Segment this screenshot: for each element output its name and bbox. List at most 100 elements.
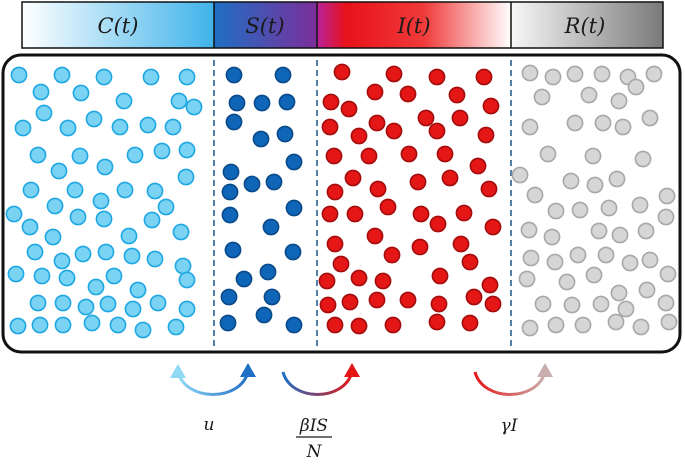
individual-r [637, 222, 655, 240]
individual-i [469, 157, 487, 175]
individual-c [126, 146, 144, 164]
individual-s [243, 175, 261, 193]
individual-s [259, 263, 277, 281]
individual-i [412, 205, 430, 223]
individual-i [475, 68, 493, 86]
individual-i [383, 246, 401, 264]
individual-r [641, 251, 659, 269]
individual-c [167, 318, 185, 336]
individual-i [350, 317, 368, 335]
individual-c [14, 119, 32, 137]
individual-i [430, 295, 448, 313]
individual-r [521, 319, 539, 337]
individual-r [518, 270, 536, 288]
transition-label-gamma: γI [501, 416, 518, 436]
individual-s [235, 270, 253, 288]
individual-s [284, 243, 302, 261]
individual-i [436, 145, 454, 163]
individual-i [350, 269, 368, 287]
individual-i [366, 83, 384, 101]
individual-c [99, 295, 117, 313]
individual-c [85, 110, 103, 128]
individual-r [621, 254, 639, 272]
individual-r [632, 318, 650, 336]
individual-r [569, 246, 587, 264]
individual-c [29, 146, 47, 164]
individual-s [220, 288, 238, 306]
individual-i [484, 295, 502, 313]
individual-i [379, 198, 397, 216]
individual-r [594, 114, 612, 132]
individual-c [95, 68, 113, 86]
individual-c [96, 158, 114, 176]
individual-s [265, 173, 283, 191]
individual-i [482, 97, 500, 115]
individual-c [9, 317, 27, 335]
individual-c [54, 316, 72, 334]
individual-r [586, 176, 604, 194]
individual-i [417, 109, 435, 127]
individual-c [53, 252, 71, 270]
individual-s [253, 94, 271, 112]
individual-s [225, 113, 243, 131]
transition-arrow-s-to-i [281, 363, 360, 396]
individual-c [59, 119, 77, 137]
individual-i [409, 173, 427, 191]
individual-c [157, 198, 175, 216]
individual-r [607, 313, 625, 331]
individual-r [544, 68, 562, 86]
header-r-band [511, 2, 663, 48]
individual-r [600, 199, 618, 217]
individual-c [134, 321, 152, 339]
individual-r [659, 265, 677, 283]
individual-c [69, 208, 87, 226]
individual-i [344, 169, 362, 187]
individual-r [593, 65, 611, 83]
individual-i [400, 145, 418, 163]
individual-i [341, 293, 359, 311]
individual-s [263, 288, 281, 306]
individual-c [92, 192, 110, 210]
individual-c [111, 118, 129, 136]
individual-c [139, 116, 157, 134]
individual-r [597, 246, 615, 264]
individual-r [610, 284, 628, 302]
individual-c [74, 245, 92, 263]
individual-i [350, 127, 368, 145]
individual-i [448, 86, 466, 104]
individual-r [631, 196, 649, 214]
compartment-c-dots [5, 66, 203, 339]
individual-s [221, 206, 239, 224]
individual-i [465, 288, 483, 306]
individual-c [178, 271, 196, 289]
individual-c [32, 83, 50, 101]
individual-i [455, 204, 473, 222]
individual-c [50, 162, 68, 180]
individual-i [360, 147, 378, 165]
individual-c [66, 181, 84, 199]
individual-c [124, 300, 142, 318]
individual-r [547, 316, 565, 334]
individual-i [369, 180, 387, 198]
individual-r [566, 65, 584, 83]
individual-c [115, 92, 133, 110]
individual-c [105, 267, 123, 285]
individual-r [520, 221, 538, 239]
individual-s [276, 125, 294, 143]
individual-s [255, 306, 273, 324]
compartment-s-dots [219, 66, 303, 334]
individual-r [511, 166, 529, 184]
individual-c [10, 66, 28, 84]
individual-i [385, 122, 403, 140]
individual-i [318, 272, 336, 290]
individual-c [5, 205, 23, 223]
individual-s [221, 183, 239, 201]
individual-i [385, 65, 403, 83]
individual-i [332, 255, 350, 273]
individual-c [71, 147, 89, 165]
transition-arrow-i-to-r [473, 363, 553, 396]
individual-i [333, 63, 351, 81]
individual-i [431, 267, 449, 285]
individual-i [451, 109, 469, 127]
individual-i [411, 238, 429, 256]
